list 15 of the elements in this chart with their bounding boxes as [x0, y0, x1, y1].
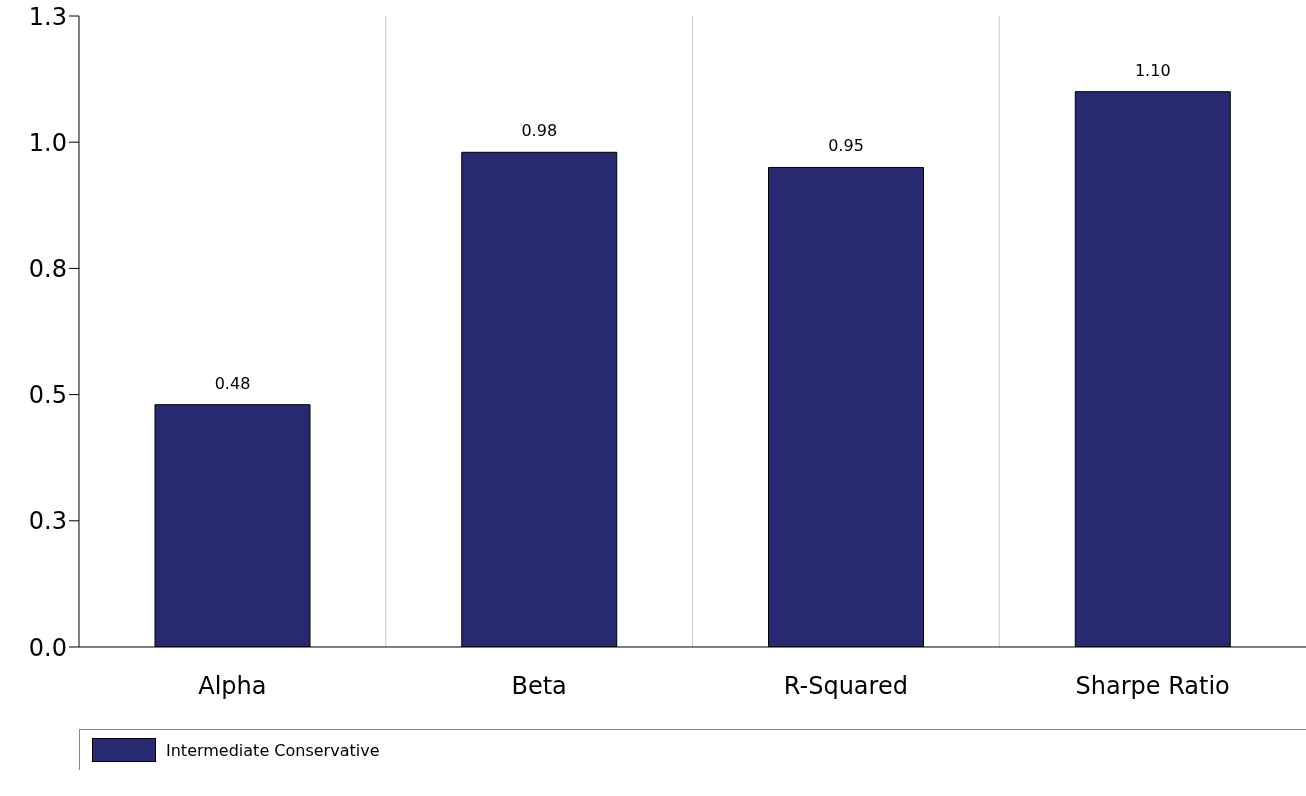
- x-tick-label: R-Squared: [783, 672, 908, 701]
- data-label: 0.95: [828, 136, 864, 156]
- legend-label: Intermediate Conservative: [166, 740, 380, 760]
- x-tick-label: Beta: [511, 672, 567, 701]
- data-label: 0.48: [214, 373, 251, 393]
- x-tick-label: Alpha: [198, 672, 267, 701]
- y-tick-label: 0.3: [28, 507, 67, 536]
- y-tick-label: 1.3: [28, 2, 67, 31]
- y-tick-label: 0.0: [28, 633, 67, 662]
- y-tick-label: 0.8: [28, 254, 67, 283]
- y-tick-label: 1.0: [28, 128, 67, 157]
- data-label: 0.98: [521, 121, 558, 141]
- x-tick-label: Sharpe Ratio: [1075, 672, 1230, 701]
- y-tick-label: 0.5: [28, 381, 67, 410]
- data-label: 1.10: [1134, 60, 1171, 80]
